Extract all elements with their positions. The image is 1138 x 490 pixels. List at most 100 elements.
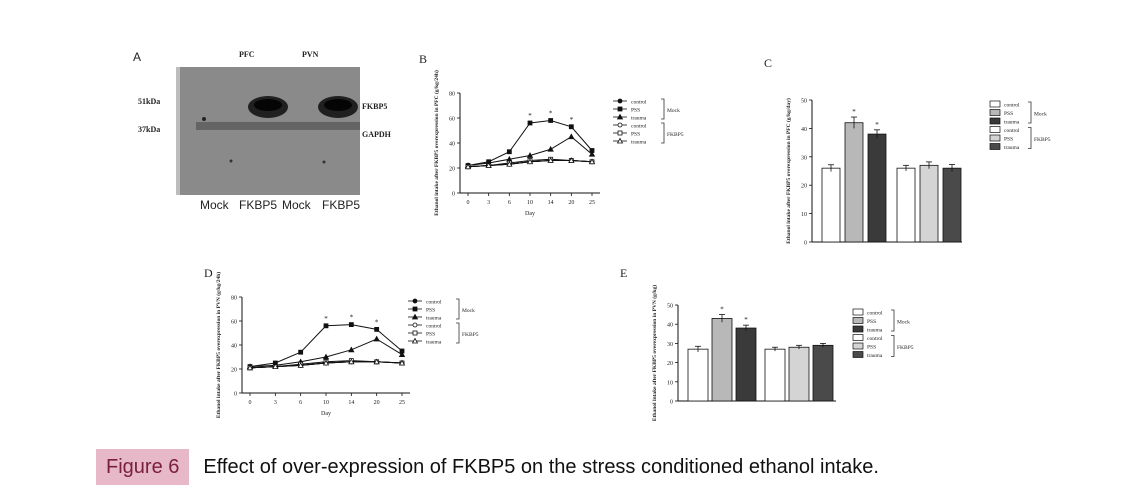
- chart-e: E 0 10 20 30 40 50 Ethanol intake after FKBP5 o…: [620, 266, 914, 421]
- data-point-b-1: [506, 149, 512, 155]
- chart-c: C 0 10 20 30 40 50 Ethanol intake after FKBP5 o…: [764, 56, 1051, 247]
- x-tick-label-b: 3: [487, 200, 490, 206]
- data-point-d-2: [322, 353, 330, 360]
- y-tick-label-c: 10: [801, 212, 807, 218]
- data-point-d-5: [348, 358, 355, 365]
- legend-label-e: PSS: [867, 345, 876, 351]
- data-point-b-2: [588, 150, 596, 157]
- legend-label-c: control: [1004, 128, 1020, 134]
- legend-label-d: trauma: [426, 340, 442, 346]
- legend-label-b: control: [631, 124, 647, 130]
- legend-group-c-mock-bracket: [1028, 101, 1032, 124]
- legend-swatch-e: [852, 351, 864, 358]
- legend-marker-b: [617, 122, 623, 128]
- panel-letter-c: C: [764, 56, 772, 70]
- data-point-b-1: [568, 124, 574, 130]
- legend-group-b-fkbp5-bracket: [661, 122, 665, 144]
- legend-group-d-mock-label: Mock: [462, 308, 475, 314]
- legend-marker-d: [411, 313, 419, 320]
- x-tick-label-d: 10: [323, 400, 329, 406]
- bar-c-5: [942, 167, 962, 243]
- y-tick-label-b: 40: [449, 142, 455, 148]
- data-point-b-5: [588, 158, 596, 165]
- y-tick-label-e: 0: [670, 400, 673, 406]
- panel-letter-b: B: [419, 52, 427, 66]
- legend-group-c-fkbp5-bracket: [1028, 127, 1032, 149]
- legend-swatch-c: [989, 126, 1001, 133]
- y-tick-label-c: 30: [801, 155, 807, 161]
- legend-label-e: control: [867, 311, 883, 317]
- legend-label-e: control: [867, 336, 883, 342]
- bar-c-2: [867, 133, 887, 243]
- legend-swatch-c: [989, 109, 1001, 116]
- data-point-d-2: [348, 346, 355, 353]
- legend-label-e: PSS: [867, 319, 876, 325]
- legend-label-c: trauma: [1004, 145, 1020, 151]
- y-tick-label-c: 20: [801, 184, 807, 190]
- bar-e-2: [735, 327, 757, 402]
- legend-label-b: trauma: [631, 116, 647, 122]
- data-point-d-1: [298, 349, 304, 355]
- bar-e-4: [788, 346, 810, 402]
- legend-label-b: trauma: [631, 140, 647, 146]
- legend-swatch-c: [989, 117, 1001, 125]
- legend-group-b-mock-bracket: [661, 98, 665, 120]
- lane-label-fkbp5-1: FKBP5: [239, 198, 278, 212]
- blot-column-pfc: PFC: [239, 50, 255, 59]
- western-blot-image: [176, 67, 360, 195]
- bar-c-1: [844, 122, 864, 243]
- y-tick-label-d: 20: [231, 368, 237, 374]
- legend-marker-b: [617, 106, 623, 112]
- data-point-d-5: [272, 363, 279, 369]
- y-axis-label-c: Ethanol intake after FKBP5 overexpressio…: [785, 98, 792, 244]
- data-point-d-1: [323, 323, 329, 329]
- y-axis-label-b: Ethanol intake after FKBP5 overexpressio…: [433, 70, 440, 216]
- significance-marker-d: *: [375, 318, 379, 326]
- legend-label-b: PSS: [631, 132, 640, 138]
- data-point-b-5: [547, 157, 554, 163]
- significance-marker-b: *: [549, 110, 553, 118]
- data-point-d-1: [374, 327, 380, 332]
- legend-label-c: PSS: [1004, 137, 1013, 143]
- legend-swatch-c: [989, 134, 1001, 142]
- legend-swatch-c: [989, 143, 1001, 150]
- y-tick-label-e: 50: [667, 304, 673, 310]
- y-axis-label-d: Ethanol intake after FKBP5 overexpressio…: [215, 272, 222, 418]
- legend-group-c-mock-label: Mock: [1034, 112, 1047, 118]
- legend-swatch-e: [852, 317, 864, 324]
- legend-label-b: PSS: [631, 108, 640, 114]
- x-tick-label-b: 25: [589, 200, 595, 206]
- y-tick-label-b: 80: [449, 92, 455, 98]
- x-axis-label-b: Day: [525, 211, 535, 217]
- legend-marker-d: [411, 337, 419, 344]
- y-tick-label-c: 50: [801, 99, 807, 105]
- legend-marker-d: [412, 298, 418, 304]
- y-tick-label-e: 10: [667, 380, 673, 386]
- x-tick-label-d: 20: [374, 400, 380, 406]
- legend-group-b-fkbp5-label: FKBP5: [667, 132, 684, 138]
- x-tick-label-b: 6: [508, 200, 511, 206]
- panel-letter-a: A: [133, 50, 142, 64]
- y-tick-label-d: 0: [234, 392, 237, 398]
- chart-b: B 0 20 40 60 80 0 3 6 10 14 20 25 Day Ethanol intake a…: [419, 52, 684, 217]
- data-point-d-5: [373, 358, 380, 365]
- data-point-d-5: [398, 359, 406, 366]
- x-tick-label-d: 25: [399, 400, 405, 406]
- data-point-b-5: [485, 162, 492, 168]
- legend-label-c: trauma: [1004, 120, 1020, 126]
- significance-marker-c: *: [875, 121, 879, 129]
- x-tick-label-d: 0: [249, 400, 252, 406]
- bar-e-3: [764, 348, 786, 402]
- figure-badge: Figure 6: [96, 449, 190, 485]
- x-axis-label-d: Day: [321, 411, 331, 417]
- data-point-b-2: [547, 145, 554, 152]
- data-point-d-5: [297, 362, 304, 368]
- x-tick-label-b: 20: [568, 200, 574, 206]
- significance-marker-d: *: [350, 314, 354, 322]
- bar-e-5: [812, 344, 834, 402]
- legend-swatch-e: [852, 308, 864, 316]
- data-point-d-2: [398, 351, 406, 357]
- panel-letter-e: E: [620, 266, 627, 280]
- x-tick-label-d: 3: [274, 400, 277, 406]
- legend-marker-b: [616, 137, 624, 144]
